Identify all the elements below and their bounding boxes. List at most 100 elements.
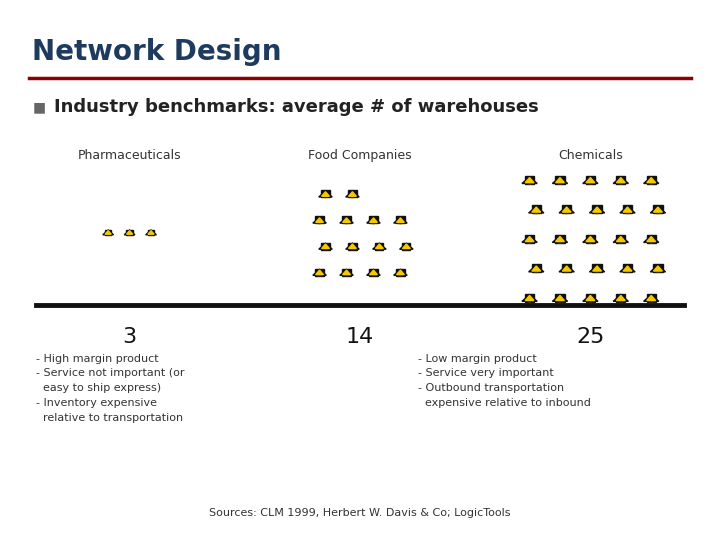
Ellipse shape [648, 240, 654, 244]
Polygon shape [586, 237, 595, 241]
Polygon shape [552, 235, 567, 242]
Ellipse shape [317, 273, 323, 276]
Polygon shape [322, 192, 330, 196]
FancyBboxPatch shape [525, 294, 534, 302]
Text: Network Design: Network Design [32, 38, 282, 66]
Polygon shape [315, 218, 323, 222]
FancyBboxPatch shape [343, 269, 351, 276]
Polygon shape [582, 235, 598, 242]
Polygon shape [145, 230, 156, 235]
FancyBboxPatch shape [315, 269, 324, 276]
Polygon shape [559, 206, 575, 213]
FancyBboxPatch shape [343, 217, 351, 224]
Polygon shape [369, 270, 377, 275]
FancyBboxPatch shape [555, 176, 564, 184]
Polygon shape [394, 217, 408, 223]
Ellipse shape [349, 247, 356, 250]
Ellipse shape [323, 247, 328, 250]
Polygon shape [346, 191, 359, 197]
Polygon shape [348, 192, 356, 196]
Polygon shape [397, 270, 405, 275]
FancyBboxPatch shape [586, 176, 595, 184]
Ellipse shape [624, 210, 631, 214]
Text: Sources: CLM 1999, Herbert W. Davis & Co; LogicTools: Sources: CLM 1999, Herbert W. Davis & Co… [210, 508, 510, 518]
FancyBboxPatch shape [396, 217, 405, 224]
FancyBboxPatch shape [555, 294, 564, 302]
Ellipse shape [624, 269, 631, 273]
Ellipse shape [587, 299, 594, 302]
Text: Pharmaceuticals: Pharmaceuticals [78, 149, 181, 162]
FancyBboxPatch shape [321, 190, 330, 197]
FancyBboxPatch shape [396, 269, 405, 276]
Ellipse shape [618, 181, 624, 185]
Ellipse shape [533, 269, 539, 273]
FancyBboxPatch shape [348, 190, 356, 197]
Polygon shape [525, 237, 534, 241]
Ellipse shape [106, 233, 110, 235]
Ellipse shape [648, 299, 654, 302]
FancyBboxPatch shape [647, 176, 656, 184]
Polygon shape [593, 207, 601, 212]
FancyBboxPatch shape [525, 235, 534, 243]
Polygon shape [340, 269, 354, 275]
FancyBboxPatch shape [321, 242, 330, 249]
FancyBboxPatch shape [369, 217, 377, 224]
Ellipse shape [526, 299, 533, 302]
Polygon shape [369, 218, 377, 222]
Text: ■: ■ [32, 100, 45, 114]
Polygon shape [654, 207, 662, 212]
Ellipse shape [654, 269, 661, 273]
Polygon shape [105, 231, 112, 234]
Text: 14: 14 [346, 327, 374, 347]
Polygon shape [552, 177, 567, 184]
Ellipse shape [149, 233, 153, 235]
Ellipse shape [594, 210, 600, 214]
Ellipse shape [377, 247, 382, 250]
Text: 25: 25 [576, 327, 605, 347]
Polygon shape [319, 243, 332, 249]
Polygon shape [650, 206, 665, 213]
Polygon shape [582, 295, 598, 301]
Polygon shape [525, 178, 534, 183]
FancyBboxPatch shape [586, 235, 595, 243]
Polygon shape [532, 266, 541, 271]
Ellipse shape [397, 221, 403, 224]
Polygon shape [590, 265, 605, 272]
FancyBboxPatch shape [126, 230, 133, 235]
FancyBboxPatch shape [525, 176, 534, 184]
Polygon shape [528, 206, 544, 213]
Polygon shape [373, 243, 386, 249]
Polygon shape [613, 235, 629, 242]
Polygon shape [616, 178, 625, 183]
Polygon shape [402, 244, 410, 248]
Polygon shape [315, 270, 323, 275]
Polygon shape [397, 218, 405, 222]
Polygon shape [654, 266, 662, 271]
FancyBboxPatch shape [647, 235, 656, 243]
FancyBboxPatch shape [586, 294, 595, 302]
Polygon shape [312, 217, 326, 223]
Polygon shape [525, 295, 534, 301]
Polygon shape [586, 295, 595, 301]
FancyBboxPatch shape [348, 242, 356, 249]
Ellipse shape [563, 210, 570, 214]
Polygon shape [586, 178, 595, 183]
FancyBboxPatch shape [593, 205, 602, 213]
Polygon shape [613, 295, 629, 301]
Polygon shape [623, 266, 632, 271]
FancyBboxPatch shape [148, 230, 154, 235]
Text: Food Companies: Food Companies [308, 149, 412, 162]
Polygon shape [647, 237, 656, 241]
Ellipse shape [397, 273, 403, 276]
FancyBboxPatch shape [653, 205, 662, 213]
FancyBboxPatch shape [616, 176, 626, 184]
FancyBboxPatch shape [562, 205, 571, 213]
Polygon shape [644, 235, 659, 242]
Ellipse shape [343, 273, 349, 276]
FancyBboxPatch shape [402, 242, 410, 249]
Polygon shape [647, 178, 656, 183]
FancyBboxPatch shape [623, 265, 632, 272]
Polygon shape [312, 269, 326, 275]
Polygon shape [620, 265, 635, 272]
FancyBboxPatch shape [315, 217, 324, 224]
